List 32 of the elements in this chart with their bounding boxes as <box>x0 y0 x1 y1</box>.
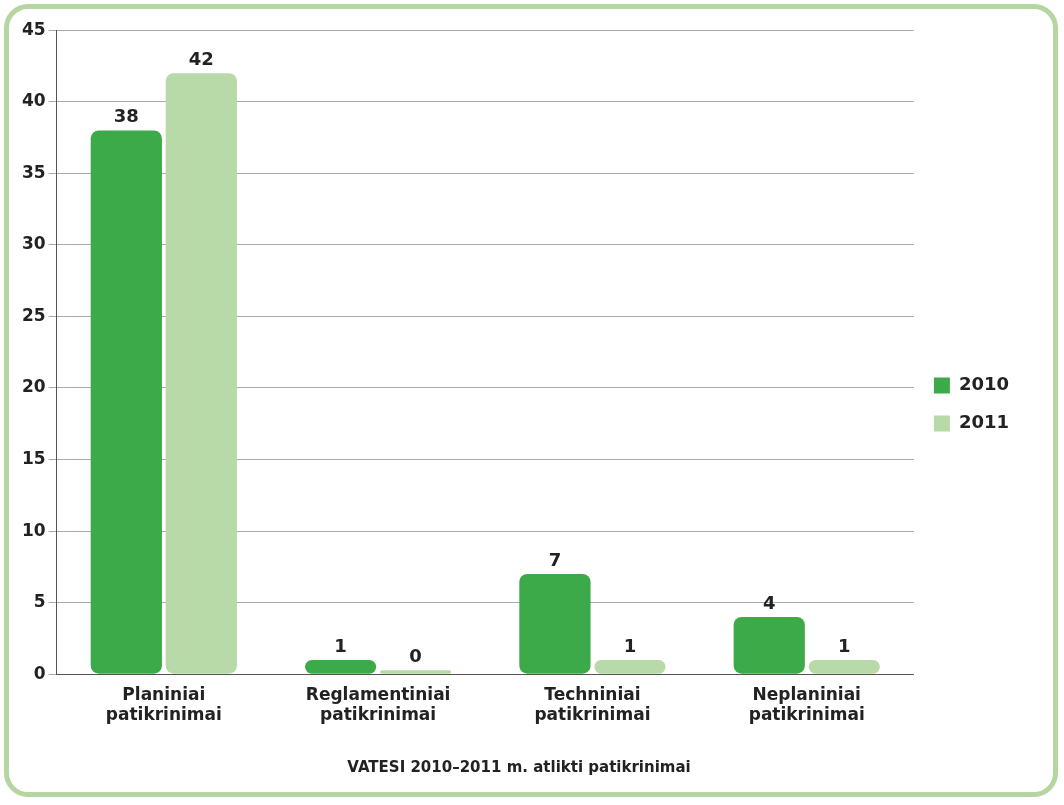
x-tick-label: Planiniai patikrinimai <box>105 683 222 725</box>
bar <box>519 574 591 674</box>
y-tick-label: 30 <box>21 233 46 254</box>
bar <box>733 616 805 674</box>
bar <box>594 659 666 674</box>
legend-label: 2010 <box>958 373 1010 395</box>
legend-label: 2011 <box>958 411 1010 433</box>
x-tick-label: Techniniai patikrinimai <box>534 683 651 725</box>
bar <box>304 659 377 674</box>
text: VATESI 2010–2011 m. atlikti patikrinimai <box>347 757 691 776</box>
data-label: 1 <box>837 634 851 656</box>
x-tick-label: Reglamentiniai patikrinimai <box>305 683 451 725</box>
x-tick-label: Neplaniniai patikrinimai <box>748 683 865 725</box>
data-label: 42 <box>188 47 214 69</box>
data-label: 38 <box>113 105 139 127</box>
data-label: 1 <box>334 634 347 656</box>
bar <box>808 659 880 674</box>
data-label: 4 <box>762 591 776 613</box>
data-label: 0 <box>409 644 422 666</box>
y-tick-label: 40 <box>21 90 46 111</box>
y-tick-label: 10 <box>21 519 46 540</box>
data-label: 7 <box>548 548 562 570</box>
y-tick-label: 15 <box>21 447 46 468</box>
y-tick-label: 20 <box>21 376 46 397</box>
y-tick-label: 5 <box>33 591 46 612</box>
data-label: 1 <box>623 634 637 656</box>
y-tick-label: 0 <box>33 662 46 683</box>
bar <box>90 130 162 674</box>
y-tick-label: 25 <box>21 304 46 325</box>
bar <box>165 73 237 674</box>
y-tick-label: 35 <box>21 161 46 182</box>
y-tick-label: 45 <box>21 18 46 39</box>
